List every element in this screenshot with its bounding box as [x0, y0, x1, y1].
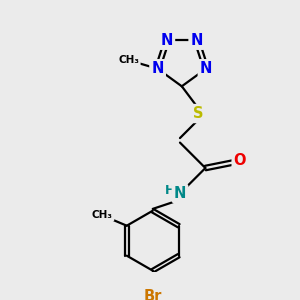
Text: CH₃: CH₃	[118, 55, 139, 64]
Text: N: N	[190, 33, 203, 48]
Text: N: N	[200, 61, 212, 76]
Text: Br: Br	[143, 289, 162, 300]
Text: CH₃: CH₃	[92, 210, 113, 220]
Text: N: N	[152, 61, 164, 76]
Text: N: N	[174, 186, 186, 201]
Text: O: O	[234, 153, 246, 168]
Text: H: H	[165, 184, 175, 197]
Text: N: N	[161, 33, 173, 48]
Text: S: S	[193, 106, 203, 121]
